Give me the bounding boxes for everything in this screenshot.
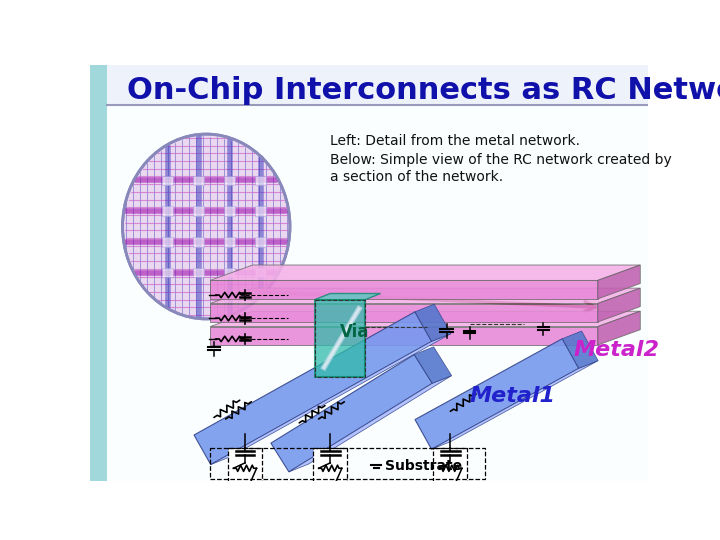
Polygon shape [315, 294, 381, 300]
Polygon shape [194, 312, 431, 464]
Bar [90, 65, 107, 481]
Bar [433, 448, 467, 495]
Bar [193, 268, 204, 278]
Bar [193, 206, 204, 215]
Bar [193, 176, 204, 185]
Bar [162, 206, 173, 215]
Bar [315, 300, 365, 377]
Text: On-Chip Interconnects as RC Networks: On-Chip Interconnects as RC Networks [127, 77, 720, 105]
Bar [193, 237, 204, 247]
Bar [313, 448, 347, 495]
Bar [107, 65, 648, 105]
Polygon shape [315, 300, 365, 377]
Text: Left: Detail from the metal network.: Left: Detail from the metal network. [330, 134, 580, 148]
Bar [255, 206, 266, 215]
Bar [255, 237, 266, 247]
Polygon shape [210, 311, 640, 327]
Bar [224, 237, 235, 247]
Polygon shape [211, 334, 451, 464]
Bar [255, 268, 266, 278]
Polygon shape [210, 288, 640, 303]
Text: Below: Simple view of the RC network created by
a section of the network.: Below: Simple view of the RC network cre… [330, 153, 672, 184]
Text: Via: Via [340, 323, 369, 341]
Text: Metal1: Metal1 [469, 386, 556, 406]
Polygon shape [210, 303, 598, 322]
Polygon shape [210, 280, 598, 299]
Bar [255, 176, 266, 185]
Polygon shape [415, 339, 579, 449]
Bar [210, 448, 485, 479]
Polygon shape [210, 327, 598, 345]
Bar [162, 268, 173, 278]
Polygon shape [289, 376, 451, 472]
Bar [162, 237, 173, 247]
Bar [228, 448, 262, 495]
Polygon shape [562, 331, 598, 368]
Bar [224, 176, 235, 185]
Bar [224, 206, 235, 215]
Polygon shape [414, 347, 451, 383]
Polygon shape [598, 265, 640, 299]
Ellipse shape [122, 134, 290, 319]
Polygon shape [431, 361, 598, 449]
Text: Substrate: Substrate [384, 459, 462, 473]
Bar [224, 268, 235, 278]
Polygon shape [415, 304, 451, 341]
Polygon shape [210, 265, 640, 280]
Bar [162, 176, 173, 185]
Polygon shape [598, 311, 640, 345]
Polygon shape [271, 355, 432, 472]
Text: Metal2: Metal2 [574, 340, 660, 360]
Polygon shape [598, 288, 640, 322]
